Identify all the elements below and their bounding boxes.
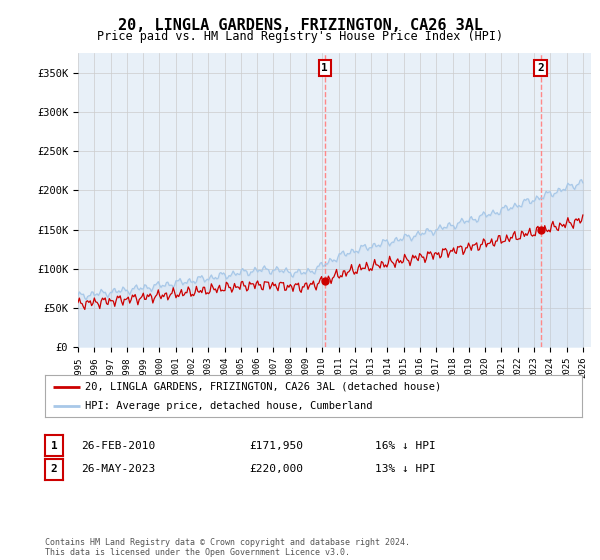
Text: 1: 1: [322, 63, 328, 73]
Text: 1: 1: [50, 441, 58, 451]
Text: 2: 2: [50, 464, 58, 474]
Text: HPI: Average price, detached house, Cumberland: HPI: Average price, detached house, Cumb…: [85, 401, 373, 411]
Text: £220,000: £220,000: [249, 464, 303, 474]
Text: Price paid vs. HM Land Registry's House Price Index (HPI): Price paid vs. HM Land Registry's House …: [97, 30, 503, 43]
Text: £171,950: £171,950: [249, 441, 303, 451]
Text: 26-MAY-2023: 26-MAY-2023: [81, 464, 155, 474]
Text: 26-FEB-2010: 26-FEB-2010: [81, 441, 155, 451]
Text: 13% ↓ HPI: 13% ↓ HPI: [375, 464, 436, 474]
Text: 20, LINGLA GARDENS, FRIZINGTON, CA26 3AL: 20, LINGLA GARDENS, FRIZINGTON, CA26 3AL: [118, 18, 482, 34]
Text: 20, LINGLA GARDENS, FRIZINGTON, CA26 3AL (detached house): 20, LINGLA GARDENS, FRIZINGTON, CA26 3AL…: [85, 381, 442, 391]
Text: 16% ↓ HPI: 16% ↓ HPI: [375, 441, 436, 451]
Text: 2: 2: [537, 63, 544, 73]
Text: Contains HM Land Registry data © Crown copyright and database right 2024.
This d: Contains HM Land Registry data © Crown c…: [45, 538, 410, 557]
